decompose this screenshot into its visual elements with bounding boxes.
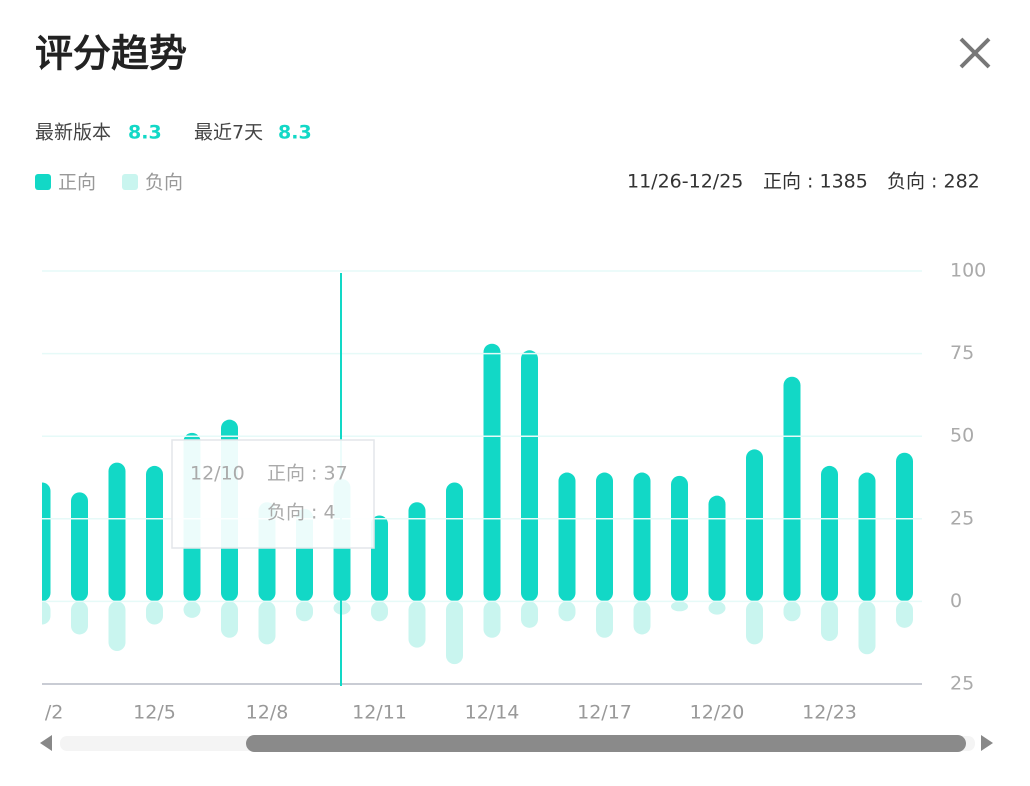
bar <box>596 472 613 602</box>
legend-label: 正向 <box>58 172 96 194</box>
x-tick-label: 12/20 <box>690 702 745 724</box>
legend-swatch <box>122 174 138 190</box>
scroll-left[interactable] <box>40 735 52 751</box>
bar <box>408 502 426 602</box>
bar <box>896 452 913 602</box>
bar <box>821 601 838 642</box>
bar <box>633 601 651 635</box>
bar <box>446 601 463 665</box>
bar <box>746 601 763 645</box>
y-tick-label: 25 <box>950 673 974 695</box>
bar <box>746 449 763 602</box>
bar <box>821 465 838 602</box>
bar <box>858 472 876 602</box>
legend-swatch <box>35 174 51 190</box>
x-labels: 12/2 12/5 12/8 12/11 12/14 12/17 12/20 12/23 <box>21 702 857 724</box>
bar <box>146 601 163 625</box>
tooltip-box <box>171 439 375 549</box>
bar <box>671 475 688 602</box>
bar <box>558 601 576 622</box>
y-tick-label: 100 <box>950 260 986 282</box>
x-tick-label: 12/5 <box>133 702 176 724</box>
bar <box>446 482 463 602</box>
y-tick-label: 25 <box>950 507 974 529</box>
legend-label: 负向 <box>145 172 183 194</box>
bar <box>371 601 388 622</box>
bar <box>521 350 538 602</box>
tooltip-title: 12/10 <box>190 463 245 485</box>
x-tick-label: 12/23 <box>802 702 857 724</box>
bar <box>708 495 726 602</box>
bar <box>108 601 126 651</box>
bar <box>633 472 651 602</box>
bar <box>671 601 688 612</box>
bar <box>296 601 313 622</box>
bar <box>408 601 426 648</box>
summary-range: 11/26-12/25 <box>627 171 743 193</box>
bar <box>783 376 801 602</box>
bar <box>42 482 51 602</box>
summary-negative: 负向 : 282 <box>887 171 980 193</box>
bar <box>221 601 238 638</box>
bar <box>483 601 501 638</box>
scrollbar[interactable] <box>40 735 993 752</box>
bar <box>258 601 276 645</box>
x-tick-label: 12/2 <box>21 702 64 724</box>
bar <box>708 601 726 615</box>
bar <box>896 601 913 628</box>
bar <box>371 515 388 602</box>
bar <box>858 601 876 655</box>
panel-title: 评分趋势 <box>35 32 187 76</box>
x-tick-label: 12/11 <box>352 702 407 724</box>
x-tick-label: 12/14 <box>465 702 520 724</box>
scroll-thumb[interactable] <box>246 735 966 752</box>
bar <box>783 601 801 622</box>
bar <box>183 601 201 618</box>
stat-value: 8.3 <box>278 122 312 144</box>
stat-label: 最新版本 <box>35 122 111 144</box>
y-tick-label: 0 <box>950 590 962 612</box>
plot-area <box>42 343 913 665</box>
y-tick-label: 75 <box>950 342 974 364</box>
summary-positive: 正向 : 1385 <box>763 171 868 193</box>
tooltip-negative: 负向 : 4 <box>267 502 336 524</box>
bar <box>71 492 88 602</box>
bar <box>71 601 88 635</box>
x-tick-label: 12/17 <box>577 702 632 724</box>
close-button[interactable] <box>959 37 991 69</box>
tooltip-positive: 正向 : 37 <box>267 463 348 485</box>
bar <box>558 472 576 602</box>
bar <box>146 465 163 602</box>
bar <box>42 601 51 625</box>
bar <box>596 601 613 638</box>
x-tick-label: 12/8 <box>246 702 289 724</box>
bar <box>521 601 538 628</box>
stat-value: 8.3 <box>128 122 162 144</box>
y-tick-label: 50 <box>950 425 974 447</box>
bar <box>108 462 126 602</box>
scroll-right[interactable] <box>981 735 993 751</box>
bar <box>483 343 501 602</box>
stat-label: 最近7天 <box>194 122 263 144</box>
